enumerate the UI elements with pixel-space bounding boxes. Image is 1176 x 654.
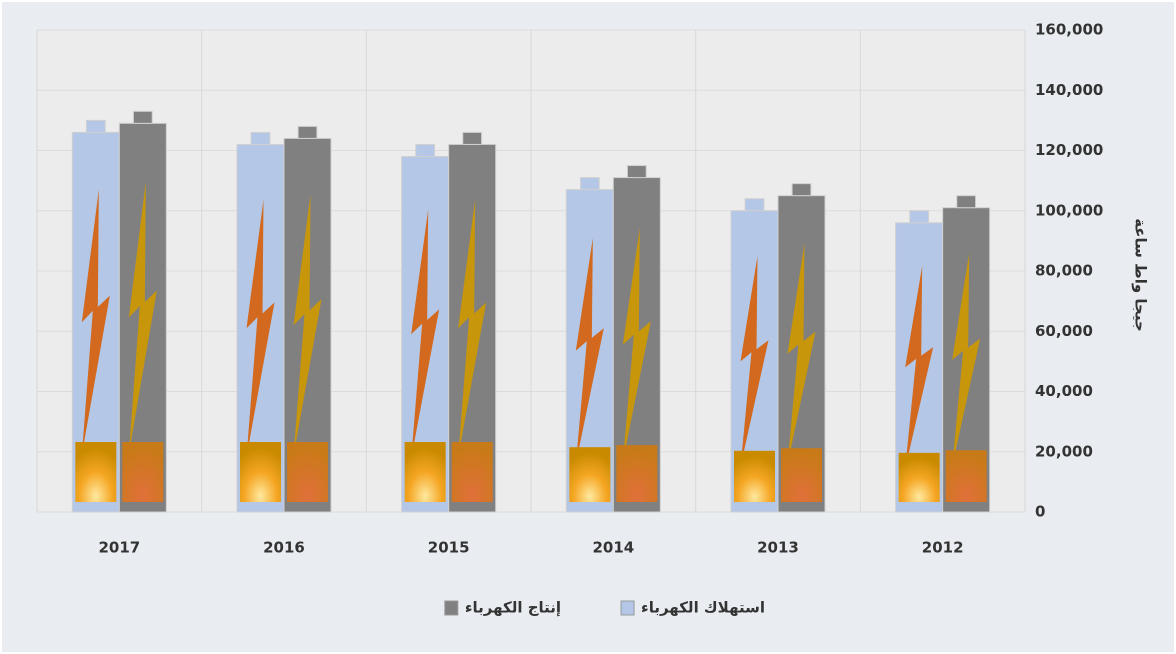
base-glow [287, 442, 328, 502]
base-glow [240, 442, 281, 502]
x-tick-label: 2014 [592, 539, 634, 557]
battery-cap [744, 198, 765, 212]
battery-bar [730, 198, 779, 513]
y-tick-label: 60,000 [1035, 322, 1093, 340]
bolt-icon [128, 181, 157, 454]
battery-bar [118, 110, 167, 513]
x-tick-label: 2016 [263, 539, 305, 557]
battery-cap [791, 183, 812, 197]
y-tick-label: 160,000 [1035, 21, 1103, 39]
y-tick-label: 100,000 [1035, 201, 1103, 219]
y-tick-label: 40,000 [1035, 382, 1093, 400]
bolt-icon [952, 253, 981, 467]
base-glow [945, 450, 987, 502]
x-tick-label: 2012 [922, 539, 964, 557]
bolt-icon [293, 194, 322, 456]
bolt-icon [575, 237, 604, 464]
base-glow [122, 442, 164, 502]
battery-cap [415, 143, 436, 157]
x-tick-label: 2013 [757, 539, 799, 557]
battery-bar [565, 177, 614, 513]
base-glow [898, 452, 940, 502]
legend-label: استهلاك الكهرباء [641, 599, 765, 617]
y-tick-label: 0 [1035, 503, 1045, 521]
bolt-icon [246, 199, 275, 457]
battery-bar [283, 125, 332, 513]
battery-bar [777, 183, 826, 513]
battery-cap [626, 165, 647, 179]
base-glow [616, 445, 658, 502]
x-tick-label: 2017 [98, 539, 140, 557]
y-axis-title: جيجا واط ساعة [1132, 218, 1150, 332]
bolt-icon [411, 209, 440, 459]
base-glow [734, 450, 775, 502]
battery-bar [448, 131, 497, 513]
bolt-icon [81, 189, 110, 456]
bolt-icon [740, 255, 769, 467]
bolt-icon [787, 243, 816, 465]
legend-swatch [620, 600, 635, 616]
y-tick-label: 80,000 [1035, 262, 1093, 280]
base-glow [781, 448, 822, 502]
base-glow [404, 442, 446, 502]
x-tick-label: 2015 [428, 539, 470, 557]
base-glow [569, 447, 611, 502]
battery-bar [401, 143, 450, 513]
battery-cap [85, 119, 106, 133]
battery-cap [297, 125, 318, 139]
battery-bar [612, 165, 661, 513]
battery-bar [236, 131, 285, 513]
y-tick-label: 20,000 [1035, 442, 1093, 460]
y-tick-label: 140,000 [1035, 81, 1103, 99]
battery-cap [132, 110, 153, 124]
battery-cap [956, 195, 977, 209]
y-tick-label: 120,000 [1035, 141, 1103, 159]
battery-cap [250, 131, 271, 145]
bolt-icon [905, 266, 934, 469]
bolt-icon [458, 199, 487, 457]
base-glow [451, 442, 493, 502]
bolt-icon [622, 227, 651, 462]
base-glow [75, 442, 117, 502]
battery-bar [942, 195, 991, 513]
battery-cap [579, 177, 600, 191]
battery-bar [895, 210, 944, 513]
battery-cap [462, 131, 483, 145]
battery-bar [71, 119, 120, 513]
legend-swatch [444, 600, 459, 616]
legend-label: إنتاج الكهرباء [465, 599, 561, 617]
battery-cap [909, 210, 930, 224]
